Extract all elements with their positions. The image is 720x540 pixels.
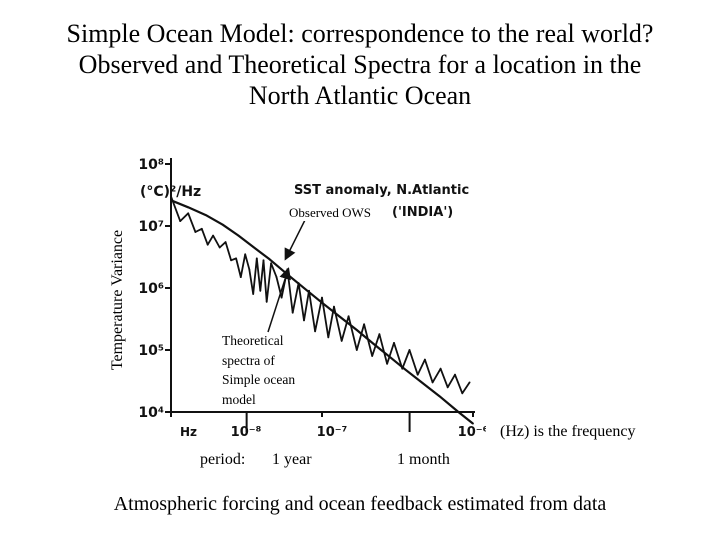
observed-point — [259, 289, 262, 292]
observed-point — [303, 319, 305, 322]
theoretical-arrow — [267, 267, 291, 333]
theoretical-point — [403, 367, 406, 370]
theoretical-point — [170, 199, 172, 202]
period-year: 1 year — [272, 451, 312, 468]
theoretical-point — [204, 214, 207, 216]
theoretical-label-line-3: Simple ocean — [222, 372, 296, 387]
observed-point — [386, 362, 388, 365]
observed-point — [252, 293, 255, 295]
theoretical-point — [306, 289, 309, 292]
frequency-note: (Hz) is the frequency — [500, 423, 636, 440]
title-line-2: Observed and Theoretical Spectra for a l… — [78, 50, 642, 79]
observed-label: Observed OWS — [288, 205, 372, 221]
observed-point — [206, 243, 209, 246]
y-tick-label: 10⁶ — [138, 281, 164, 297]
observed-point — [371, 355, 374, 357]
observed-point — [270, 262, 272, 265]
observed-point — [355, 349, 358, 351]
theoretical-point — [187, 206, 190, 209]
footer-caption: Atmospheric forcing and ocean feedback e… — [113, 493, 607, 515]
period-label: period: — [200, 451, 246, 468]
observed-point — [347, 315, 350, 318]
observed-point — [235, 257, 237, 260]
theoretical-point — [472, 422, 474, 425]
observed-point — [314, 330, 316, 333]
spectrum-chart: (°C)²/Hz SST anomaly, N.Atlantic ('INDIA… — [138, 157, 486, 436]
x-tick-label: 10⁻⁷ — [317, 425, 348, 436]
theoretical-point — [287, 274, 290, 277]
y-tick-label: 10⁷ — [138, 219, 164, 235]
observed-point — [218, 246, 221, 249]
observed-point — [291, 311, 294, 314]
y-tick-label: 10⁸ — [138, 157, 164, 173]
observed-point — [321, 296, 323, 299]
theoretical-point — [388, 355, 391, 358]
observed-point — [230, 259, 232, 262]
observed-point — [431, 381, 434, 384]
y-tick-label: 10⁵ — [138, 343, 164, 359]
theoretical-label: Theoretical spectra of Simple ocean mode… — [222, 331, 332, 409]
observed-point — [255, 257, 258, 260]
theoretical-point — [419, 380, 422, 383]
observed-point — [179, 220, 182, 222]
observed-point — [275, 276, 278, 278]
theoretical-point — [338, 315, 341, 318]
theoretical-point — [355, 329, 358, 331]
theoretical-point — [252, 246, 255, 248]
observed-point — [262, 259, 265, 262]
theoretical-point — [372, 343, 375, 345]
observed-point — [446, 386, 449, 389]
observed-point — [248, 268, 251, 271]
observed-point — [239, 276, 242, 278]
x-units-label: Hz — [180, 425, 197, 436]
observed-point — [212, 234, 214, 237]
observed-point — [468, 381, 471, 384]
title-line-3: North Atlantic Ocean — [248, 81, 472, 110]
observed-point — [424, 358, 426, 361]
observed-point — [454, 373, 456, 376]
period-month: 1 month — [397, 451, 450, 468]
theoretical-point — [221, 223, 224, 226]
observed-point — [363, 323, 365, 326]
theoretical-label-line-2: spectra of — [222, 352, 275, 368]
observed-point — [224, 241, 227, 243]
theoretical-point — [457, 411, 460, 413]
observed-point — [280, 296, 283, 299]
theoretical-label-line-4: model — [222, 391, 256, 407]
observed-point — [439, 367, 442, 370]
chart-scan-title: SST anomaly, N.Atlantic — [294, 183, 469, 198]
theoretical-point — [438, 395, 441, 398]
theoretical-label-line-1: Theoretical — [222, 333, 284, 348]
observed-point — [461, 392, 464, 395]
theoretical-point — [268, 258, 271, 261]
observed-arrow — [284, 217, 307, 261]
observed-point — [327, 336, 330, 339]
theoretical-point — [237, 234, 240, 237]
observed-point — [244, 253, 247, 256]
y-tick-label: 10⁴ — [138, 405, 164, 421]
observed-point — [194, 231, 197, 233]
y-axis-label: Temperature Variance — [109, 229, 126, 371]
observed-point — [393, 342, 395, 344]
observed-point — [378, 333, 381, 336]
observed-point — [265, 300, 268, 303]
observed-point — [416, 373, 419, 376]
observed-point — [187, 212, 190, 215]
observed-point — [408, 349, 411, 351]
observed-point — [333, 305, 335, 308]
observed-point — [340, 340, 343, 342]
chart-scan-subtitle: ('INDIA') — [392, 205, 453, 220]
theoretical-point — [321, 301, 323, 304]
slide-title: Simple Ocean Model: correspondence to th… — [0, 18, 720, 111]
observed-point — [170, 195, 172, 198]
title-line-1: Simple Ocean Model: correspondence to th… — [66, 19, 654, 48]
observed-point — [200, 227, 203, 230]
x-tick-label: 10⁻⁶ — [458, 425, 486, 436]
